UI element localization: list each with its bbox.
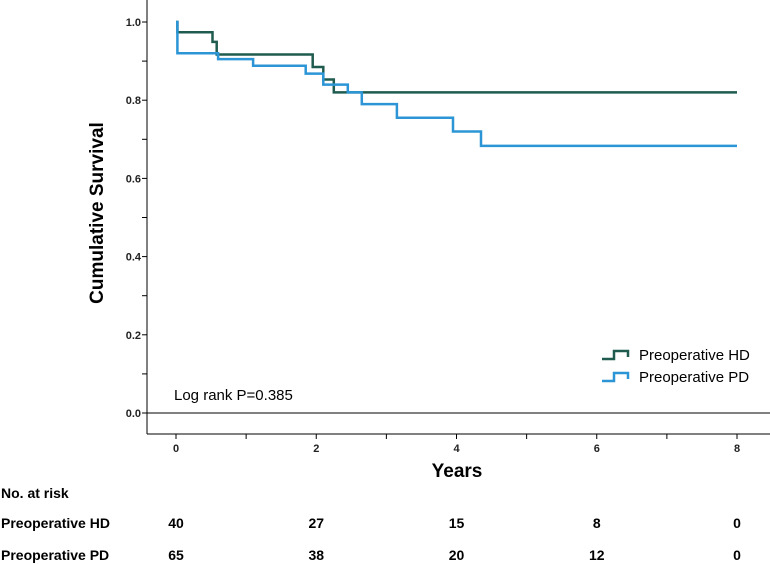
y-axis-title: Cumulative Survival [87, 122, 108, 304]
risk-row-label: Preoperative HD [1, 515, 110, 531]
y-tick-label: 1.0 [126, 17, 141, 29]
risk-value: 38 [308, 547, 324, 563]
legend-swatch [602, 349, 630, 361]
risk-value: 0 [733, 547, 741, 563]
risk-value: 40 [168, 515, 184, 531]
log-rank-annotation: Log rank P=0.385 [174, 387, 293, 404]
x-tick-label: 6 [594, 443, 600, 455]
x-tick-label: 0 [173, 443, 179, 455]
x-tick-label: 4 [453, 443, 460, 455]
x-tick-label: 8 [734, 443, 740, 455]
y-tick-label: 0.6 [126, 173, 141, 185]
risk-value: 15 [449, 515, 465, 531]
risk-row-label: Preoperative PD [1, 547, 109, 563]
risk-value: 12 [589, 547, 605, 563]
risk-value: 65 [168, 547, 184, 563]
series-line-preoperative-hd [176, 20, 737, 94]
y-tick-label: 0.2 [126, 330, 141, 342]
risk-value: 20 [449, 547, 465, 563]
series-line-preoperative-pd [176, 20, 737, 148]
risk-value: 27 [308, 515, 324, 531]
risk-table-title: No. at risk [1, 485, 69, 501]
y-tick-label: 0.0 [126, 408, 141, 420]
x-axis-title: Years [432, 461, 483, 482]
legend-swatch [602, 371, 630, 383]
legend-label: Preoperative PD [639, 369, 749, 386]
legend-label: Preoperative HD [639, 347, 750, 364]
y-tick-label: 0.4 [126, 252, 142, 264]
risk-value: 8 [593, 515, 601, 531]
x-tick-label: 2 [313, 443, 319, 455]
y-tick-label: 0.8 [126, 95, 141, 107]
risk-value: 0 [733, 515, 741, 531]
